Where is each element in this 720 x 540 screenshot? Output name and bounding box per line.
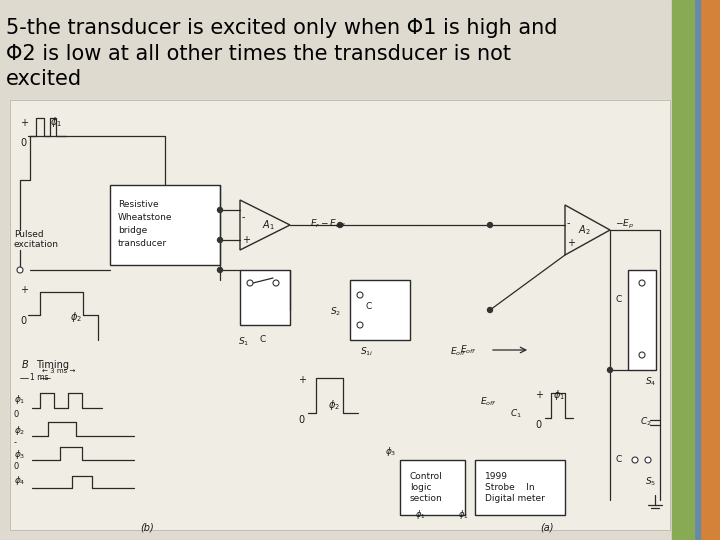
Text: $A_1$: $A_1$: [262, 218, 275, 232]
Text: B: B: [22, 360, 29, 370]
Text: 0: 0: [14, 462, 19, 471]
Text: (a): (a): [540, 522, 554, 532]
Text: +: +: [535, 390, 543, 400]
Text: +: +: [567, 238, 575, 248]
Circle shape: [645, 457, 651, 463]
Circle shape: [487, 307, 492, 313]
Text: $E_{off}$: $E_{off}$: [480, 395, 497, 408]
Text: Wheatstone: Wheatstone: [118, 213, 173, 222]
Text: +: +: [20, 285, 28, 295]
Bar: [240, 270, 290, 325]
Bar: [10, 100, 670, 530]
Text: $\phi_2$: $\phi_2$: [328, 398, 340, 412]
Text: ← 3 ms →: ← 3 ms →: [42, 368, 76, 374]
Bar: [400, 460, 465, 515]
Text: -: -: [242, 212, 246, 222]
Text: $\phi_3$: $\phi_3$: [14, 448, 25, 461]
Text: $C_1$: $C_1$: [510, 408, 522, 421]
Text: Timing: Timing: [36, 360, 69, 370]
Text: $\phi_4$: $\phi_4$: [14, 474, 26, 487]
Circle shape: [338, 222, 343, 227]
Text: +: +: [242, 235, 250, 245]
Circle shape: [217, 238, 222, 242]
Text: $\phi_1$: $\phi_1$: [14, 393, 25, 406]
Text: $A_2$: $A_2$: [578, 223, 590, 237]
Text: excitation: excitation: [14, 240, 59, 249]
Text: +: +: [20, 118, 28, 128]
Text: Control: Control: [410, 472, 443, 481]
Bar: [694, 0, 700, 540]
Text: 0: 0: [535, 420, 541, 430]
Text: $\phi_1$: $\phi_1$: [50, 115, 62, 129]
Circle shape: [608, 368, 613, 373]
Text: $\phi_1$: $\phi_1$: [553, 388, 565, 402]
Text: Digital meter: Digital meter: [485, 494, 545, 503]
Circle shape: [639, 280, 645, 286]
Circle shape: [17, 267, 23, 273]
Text: Strobe    In: Strobe In: [485, 483, 535, 492]
Text: $S_4$: $S_4$: [645, 375, 657, 388]
Bar: [475, 460, 565, 515]
Text: $-E_p$: $-E_p$: [615, 218, 634, 231]
Circle shape: [632, 457, 638, 463]
Text: $\phi_3$: $\phi_3$: [385, 445, 397, 458]
Circle shape: [357, 292, 363, 298]
Text: 0: 0: [14, 410, 19, 419]
Text: C: C: [615, 295, 621, 304]
Text: logic: logic: [410, 483, 431, 492]
Text: $\phi_2$: $\phi_2$: [14, 424, 25, 437]
Text: 5-the transducer is excited only when Φ1 is high and
Φ2 is low at all other time: 5-the transducer is excited only when Φ1…: [6, 18, 557, 89]
Circle shape: [217, 207, 222, 213]
Text: bridge: bridge: [118, 226, 148, 235]
Text: $\phi_1$: $\phi_1$: [415, 508, 426, 521]
Bar: [110, 185, 220, 265]
Text: $\phi_1$: $\phi_1$: [458, 508, 469, 521]
Circle shape: [357, 322, 363, 328]
Bar: [10, 100, 670, 530]
Text: 1999: 1999: [485, 472, 508, 481]
Text: C: C: [260, 335, 266, 344]
Text: 0: 0: [20, 316, 26, 326]
Bar: [628, 270, 656, 370]
Circle shape: [247, 280, 253, 286]
Text: transducer: transducer: [118, 239, 167, 248]
Text: $E_{off}$: $E_{off}$: [460, 343, 477, 355]
Text: (b): (b): [140, 522, 154, 532]
Text: +: +: [298, 375, 306, 385]
Text: $\phi_2$: $\phi_2$: [70, 310, 82, 324]
Text: -: -: [14, 438, 17, 447]
Text: $C_2$: $C_2$: [640, 415, 652, 428]
Text: $S_2$: $S_2$: [330, 305, 341, 318]
Text: C: C: [615, 455, 621, 464]
Text: section: section: [410, 494, 443, 503]
Text: Pulsed: Pulsed: [14, 230, 44, 239]
Circle shape: [639, 352, 645, 358]
Text: C: C: [366, 302, 372, 311]
Text: $S_1$: $S_1$: [238, 335, 249, 348]
Text: $E_r - E_{off}$: $E_r - E_{off}$: [310, 218, 346, 231]
Bar: [700, 0, 720, 540]
Bar: [672, 0, 694, 540]
Bar: [350, 280, 410, 340]
Circle shape: [487, 222, 492, 227]
Text: $S_5$: $S_5$: [645, 475, 656, 488]
Text: $E_{off}$: $E_{off}$: [450, 345, 467, 357]
Text: 0: 0: [298, 415, 304, 425]
Text: -: -: [567, 218, 570, 228]
Circle shape: [217, 267, 222, 273]
Circle shape: [273, 280, 279, 286]
Text: 1 ms: 1 ms: [30, 373, 48, 382]
Text: $S_{1i}$: $S_{1i}$: [360, 345, 374, 357]
Text: 0: 0: [20, 138, 26, 148]
Text: Resistive: Resistive: [118, 200, 158, 209]
